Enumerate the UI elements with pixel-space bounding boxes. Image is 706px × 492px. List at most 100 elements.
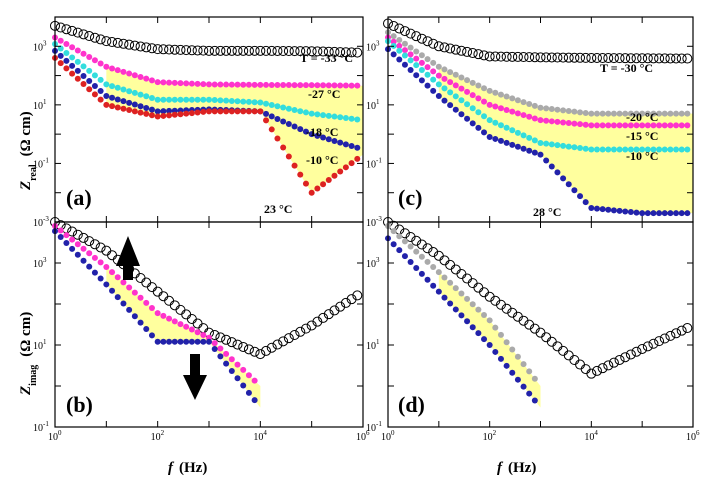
data-point: [154, 310, 161, 317]
data-point: [354, 144, 361, 151]
data-point: [575, 359, 586, 370]
data-point: [464, 115, 471, 122]
data-point: [300, 46, 311, 57]
data-point: [464, 77, 471, 84]
data-point: [565, 120, 572, 127]
data-point: [622, 208, 629, 215]
y-title-real-main: Z: [18, 181, 34, 191]
series--20C: [385, 29, 691, 117]
data-point: [240, 98, 247, 105]
data-point: [424, 82, 431, 89]
data-point: [616, 146, 623, 153]
data-point: [413, 248, 420, 255]
y-tick-label: 101: [366, 338, 380, 352]
data-point: [217, 108, 224, 115]
data-point: [481, 129, 488, 136]
data-point: [61, 24, 72, 35]
data-point: [69, 236, 76, 243]
data-point: [659, 333, 670, 344]
data-point: [531, 115, 538, 122]
data-point: [314, 185, 321, 192]
data-point: [152, 286, 163, 297]
series-23C: [52, 54, 361, 196]
data-point: [131, 72, 138, 79]
data-point: [101, 36, 112, 47]
data-point: [537, 104, 544, 111]
data-point: [514, 97, 521, 104]
data-point: [469, 105, 476, 112]
data-point: [633, 110, 640, 117]
data-point: [631, 53, 642, 64]
data-point: [492, 89, 499, 96]
x-tick-label: 102: [483, 429, 497, 443]
data-point: [152, 44, 163, 55]
data-point: [390, 241, 397, 248]
data-point: [63, 239, 70, 246]
data-point: [458, 74, 465, 81]
data-point: [633, 209, 640, 216]
data-point: [424, 64, 431, 71]
data-point: [171, 111, 178, 118]
data-point: [302, 82, 309, 89]
data-point: [135, 41, 146, 52]
data-point: [109, 94, 116, 101]
data-point: [456, 45, 467, 56]
y-tick-label: 10-3: [366, 215, 382, 229]
data-point: [283, 333, 294, 344]
data-point: [456, 269, 467, 280]
data-point: [486, 87, 493, 94]
data-point: [86, 53, 93, 60]
data-point: [223, 97, 230, 104]
data-point: [479, 287, 490, 298]
data-point: [148, 77, 155, 84]
data-point: [501, 51, 512, 62]
data-point: [318, 46, 329, 57]
shaded-region: [438, 66, 693, 214]
y-title-real-unit: (Ω cm): [18, 111, 34, 156]
data-point: [684, 122, 691, 129]
data-point: [137, 91, 144, 98]
data-point: [401, 253, 408, 260]
series--30C: [383, 18, 693, 64]
data-point: [200, 96, 207, 103]
data-point: [441, 75, 448, 82]
data-point: [390, 38, 397, 45]
data-point: [74, 58, 81, 65]
data-point: [407, 243, 414, 250]
data-point: [346, 47, 357, 58]
data-point: [240, 108, 247, 115]
data-point: [452, 71, 459, 78]
data-point: [661, 146, 668, 153]
data-point: [588, 205, 595, 212]
data-point: [320, 82, 327, 89]
data-point: [644, 210, 651, 217]
data-point: [610, 207, 617, 214]
data-point: [306, 46, 317, 57]
data-point: [211, 340, 218, 347]
data-point: [154, 108, 161, 115]
svg-text:f(Hz): f (Hz): [168, 460, 207, 476]
data-point: [57, 52, 64, 59]
data-point: [295, 46, 306, 57]
data-point: [661, 110, 668, 117]
temperature-label: -27 °C: [308, 87, 340, 101]
data-point: [234, 375, 241, 382]
data-point: [520, 132, 527, 139]
data-point: [546, 52, 557, 63]
data-point: [631, 346, 642, 357]
svg-text:Zimag(Ω cm): Zimag (Ω cm): [18, 312, 39, 396]
data-point: [171, 338, 178, 345]
data-point: [67, 25, 78, 36]
data-point: [131, 108, 138, 115]
data-point: [135, 272, 146, 283]
data-point: [503, 139, 510, 146]
data-point: [597, 53, 608, 64]
data-point: [314, 111, 321, 118]
data-point: [497, 91, 504, 98]
data-point: [302, 180, 309, 187]
y-tick-label: 103: [33, 256, 47, 270]
data-point: [473, 49, 484, 60]
data-point: [569, 354, 580, 365]
data-point: [183, 110, 190, 117]
data-point: [118, 38, 129, 49]
